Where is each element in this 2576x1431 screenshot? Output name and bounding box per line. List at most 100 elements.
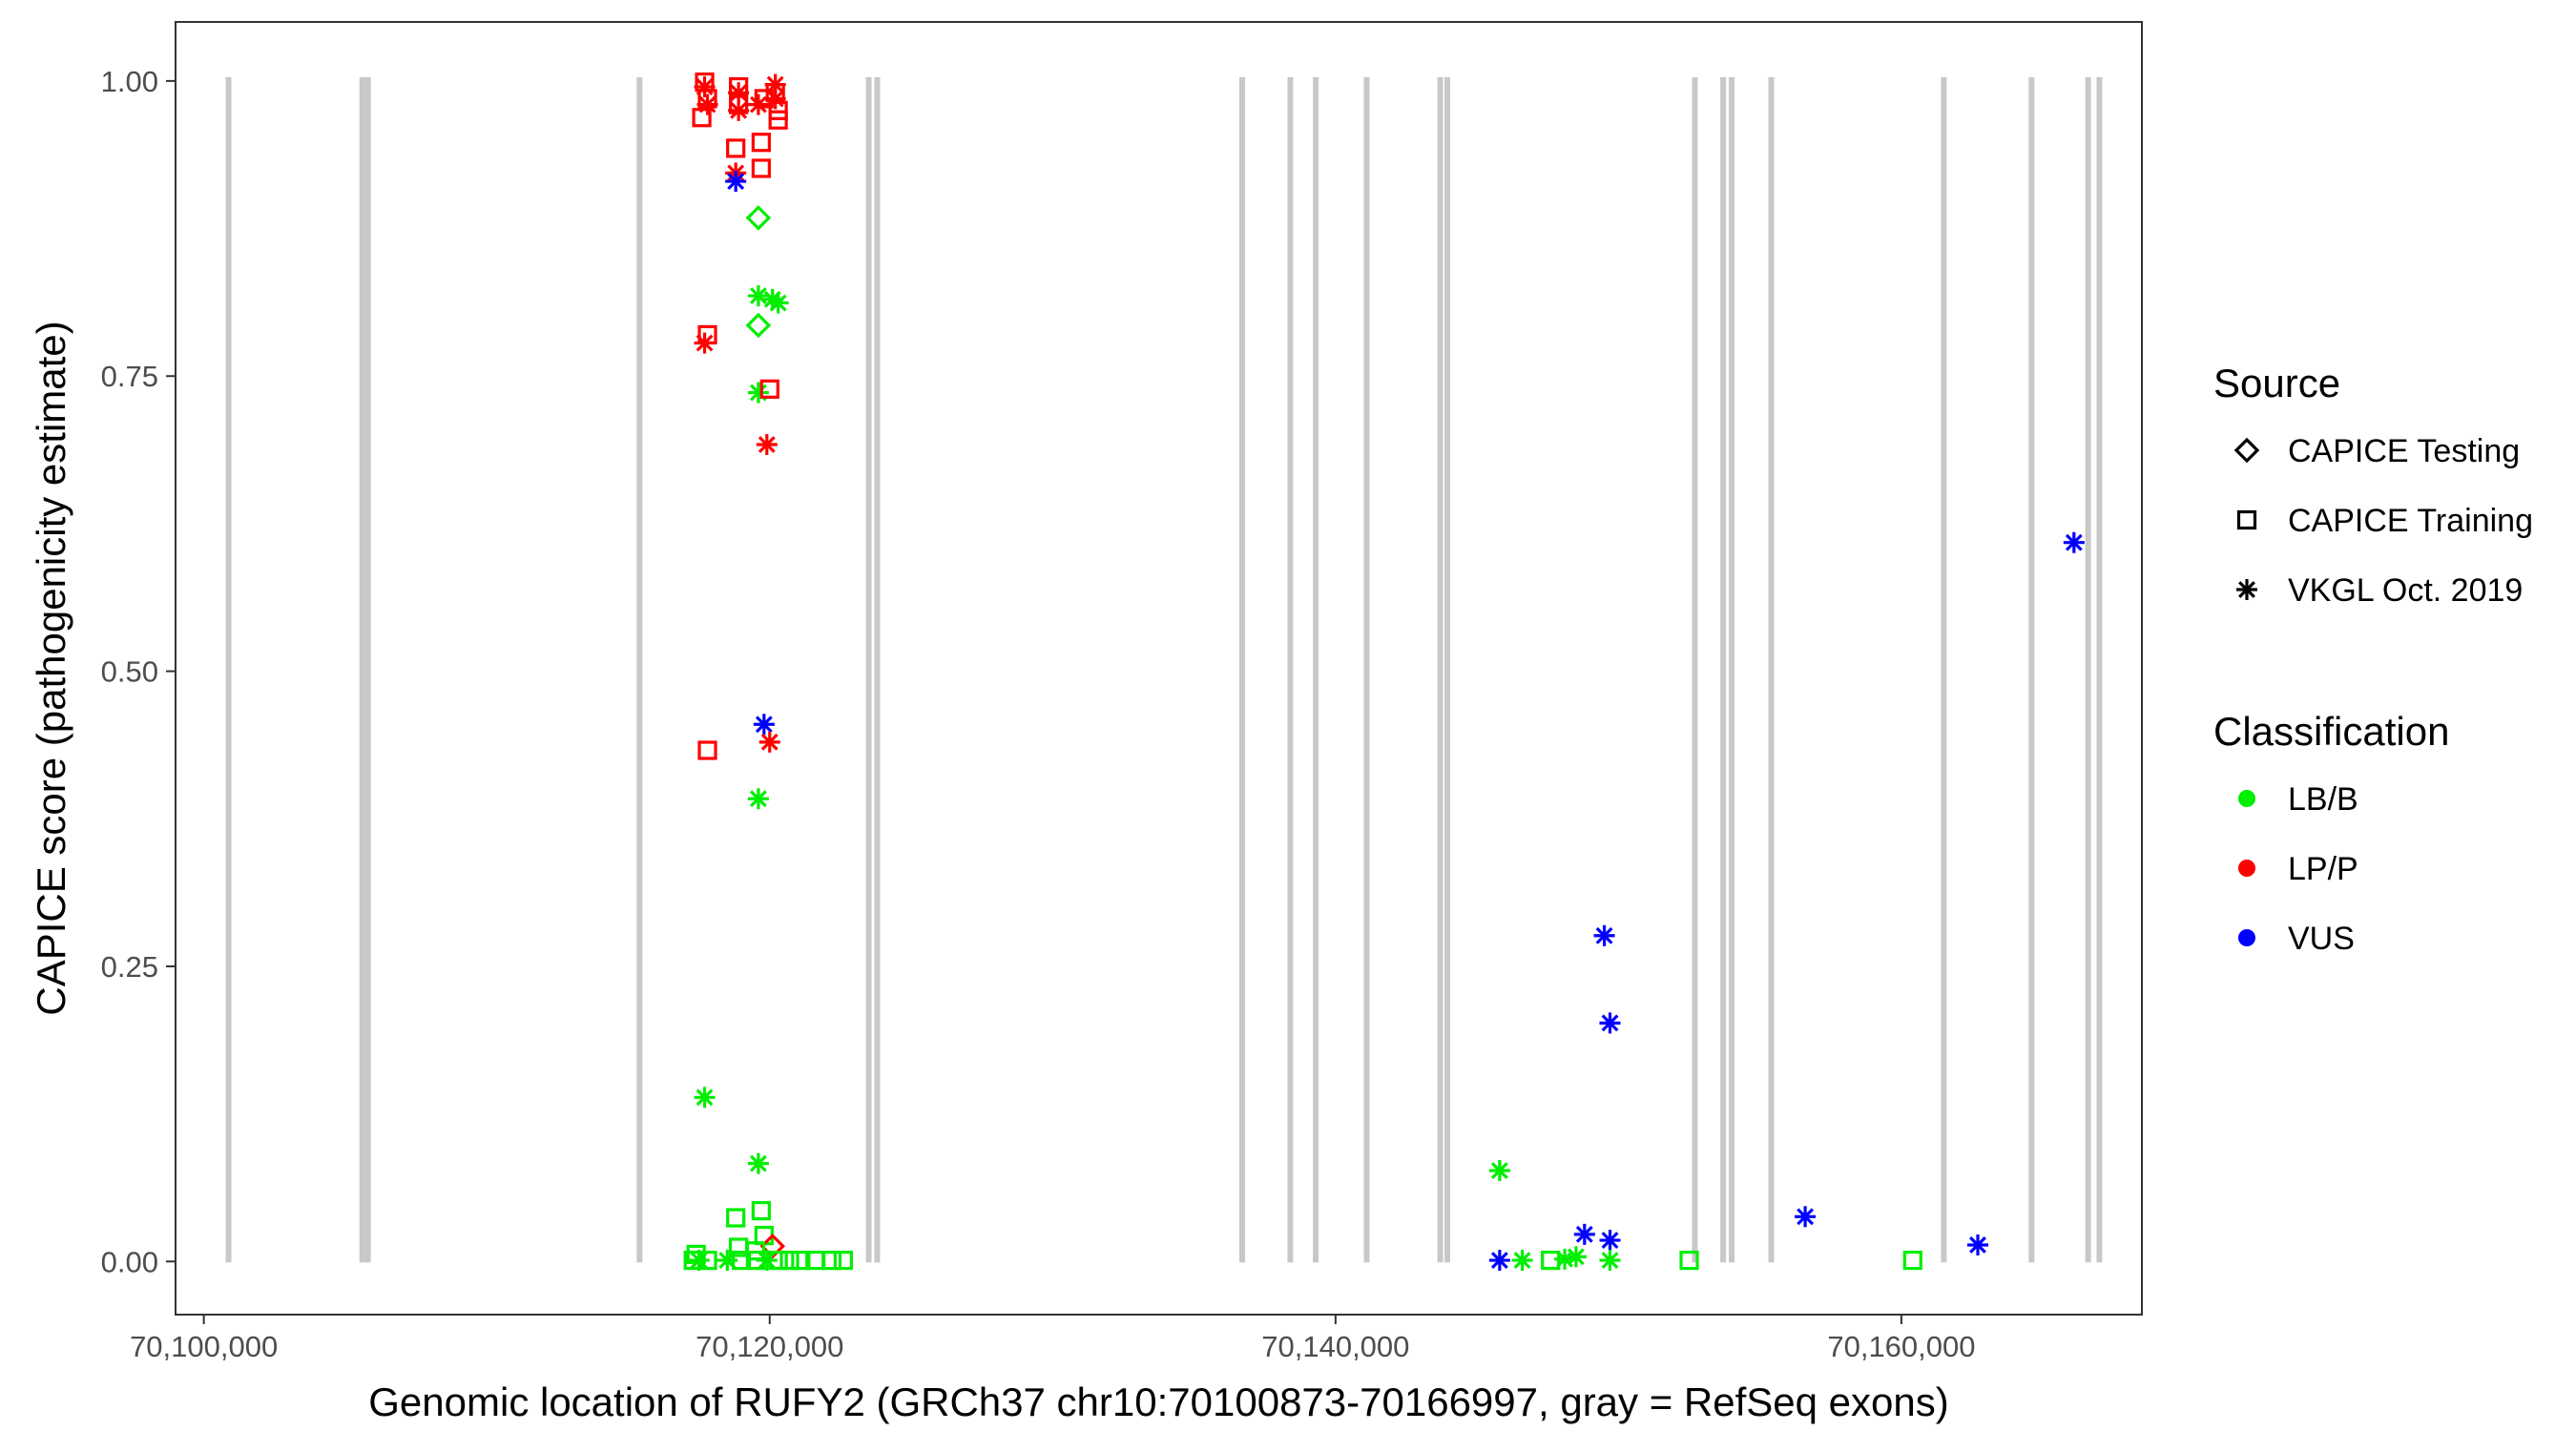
data-point xyxy=(1967,1234,1989,1255)
data-point xyxy=(747,1152,769,1174)
data-point xyxy=(1902,1250,1922,1271)
data-point xyxy=(747,382,769,404)
data-point xyxy=(768,1250,788,1271)
exon-bar xyxy=(1941,76,1947,1263)
data-point xyxy=(2063,531,2085,553)
exon-bar xyxy=(865,76,872,1263)
legend-key-dot xyxy=(2238,790,2255,807)
exon-bar xyxy=(1444,76,1450,1263)
data-point xyxy=(1488,1250,1510,1272)
legend-key-square xyxy=(2236,509,2257,530)
y-axis: 0.00 0.25 0.50 0.75 1.00 xyxy=(101,65,176,1278)
y-tick-label: 0.25 xyxy=(101,950,158,984)
data-point xyxy=(1599,1250,1621,1272)
data-point xyxy=(725,171,747,193)
data-point xyxy=(1679,1250,1699,1271)
exon-bar xyxy=(359,76,365,1263)
data-point xyxy=(764,88,786,110)
exon-bar xyxy=(636,76,643,1263)
legend-source-item: CAPICE Training xyxy=(2236,503,2533,539)
exon-bar xyxy=(1313,76,1319,1263)
y-tick-label: 0.75 xyxy=(101,360,158,393)
data-point xyxy=(753,714,775,736)
legend-source-label: CAPICE Training xyxy=(2288,503,2533,539)
x-axis: 70,100,000 70,120,000 70,140,000 70,160,000 xyxy=(130,1315,1976,1363)
legend-class-label: VUS xyxy=(2288,921,2355,957)
data-point xyxy=(1593,924,1615,946)
data-point xyxy=(1511,1250,1533,1272)
exon-bar xyxy=(2085,76,2091,1263)
legend-source-item: VKGL Oct. 2019 xyxy=(2236,572,2523,609)
data-point xyxy=(756,1250,778,1272)
y-tick-label: 0.50 xyxy=(101,655,158,689)
legend-source-items: CAPICE Testing CAPICE Training VKGL Oct. 2… xyxy=(2233,433,2533,609)
legend-key-asterisk xyxy=(2236,579,2257,600)
exon-bar xyxy=(1287,76,1294,1263)
legend-key-diamond xyxy=(2233,437,2260,464)
legend-source-label: VKGL Oct. 2019 xyxy=(2288,572,2523,609)
data-point xyxy=(1599,1012,1621,1034)
data-point xyxy=(747,788,769,810)
data-point xyxy=(745,312,772,339)
exon-bar xyxy=(1692,76,1698,1263)
data-point xyxy=(1795,1206,1817,1228)
legend-class-item: VUS xyxy=(2238,921,2355,957)
data-point xyxy=(694,1087,716,1109)
exon-bar xyxy=(2028,76,2035,1263)
legend-class-item: LP/P xyxy=(2238,851,2358,887)
exon-bars xyxy=(225,76,2103,1263)
y-tick-label: 1.00 xyxy=(101,65,158,98)
legend-class-label: LP/P xyxy=(2288,851,2358,887)
data-point xyxy=(1565,1246,1587,1268)
exon-bar xyxy=(1729,76,1735,1263)
exon-bar xyxy=(874,76,881,1263)
data-point xyxy=(1599,1230,1621,1252)
legend-class-item: LB/B xyxy=(2238,781,2358,818)
x-axis-title: Genomic location of RUFY2 (GRCh37 chr10:… xyxy=(368,1379,1948,1424)
data-points xyxy=(683,73,2085,1272)
data-point xyxy=(731,1250,752,1271)
data-point xyxy=(745,205,772,231)
data-point xyxy=(758,731,780,753)
data-point xyxy=(751,158,771,178)
data-point xyxy=(756,434,778,456)
data-point xyxy=(768,110,788,130)
data-point xyxy=(747,285,769,307)
legend-key-dot xyxy=(2238,860,2255,877)
data-point xyxy=(767,292,789,314)
exon-bar xyxy=(1720,76,1727,1263)
exon-bar xyxy=(1363,76,1370,1263)
data-point xyxy=(697,1250,717,1271)
data-point xyxy=(692,108,712,128)
legend-class-label: LB/B xyxy=(2288,781,2358,818)
data-point xyxy=(791,1250,811,1271)
data-point xyxy=(728,99,750,121)
x-tick-label: 70,140,000 xyxy=(1261,1330,1409,1363)
data-point xyxy=(696,93,718,115)
legend-source-item: CAPICE Testing xyxy=(2233,433,2520,469)
data-point xyxy=(821,1250,842,1271)
exon-bar xyxy=(225,76,232,1263)
exon-bar xyxy=(1768,76,1775,1263)
data-point xyxy=(694,332,716,354)
legend-classification-title: Classification xyxy=(2213,709,2449,754)
data-point xyxy=(751,133,771,153)
exon-bar xyxy=(1437,76,1444,1263)
data-point xyxy=(751,1201,771,1221)
legend-source-title: Source xyxy=(2213,361,2340,405)
legend-classification-items: LB/B LP/P VUS xyxy=(2238,781,2358,957)
data-point xyxy=(1573,1223,1595,1245)
x-tick-label: 70,160,000 xyxy=(1827,1330,1975,1363)
data-point xyxy=(779,1250,800,1271)
legend-source-label: CAPICE Testing xyxy=(2288,433,2520,469)
exon-bar xyxy=(364,76,371,1263)
data-point xyxy=(726,138,746,158)
y-axis-title: CAPICE score (pathogenicity estimate) xyxy=(29,321,73,1015)
data-point xyxy=(759,379,779,399)
exon-bar xyxy=(1238,76,1245,1263)
data-point xyxy=(1488,1160,1510,1182)
data-point xyxy=(726,1208,746,1228)
legend: Source CAPICE Testing CAPICE Training VKGL… xyxy=(2213,361,2533,957)
data-point xyxy=(747,93,769,115)
